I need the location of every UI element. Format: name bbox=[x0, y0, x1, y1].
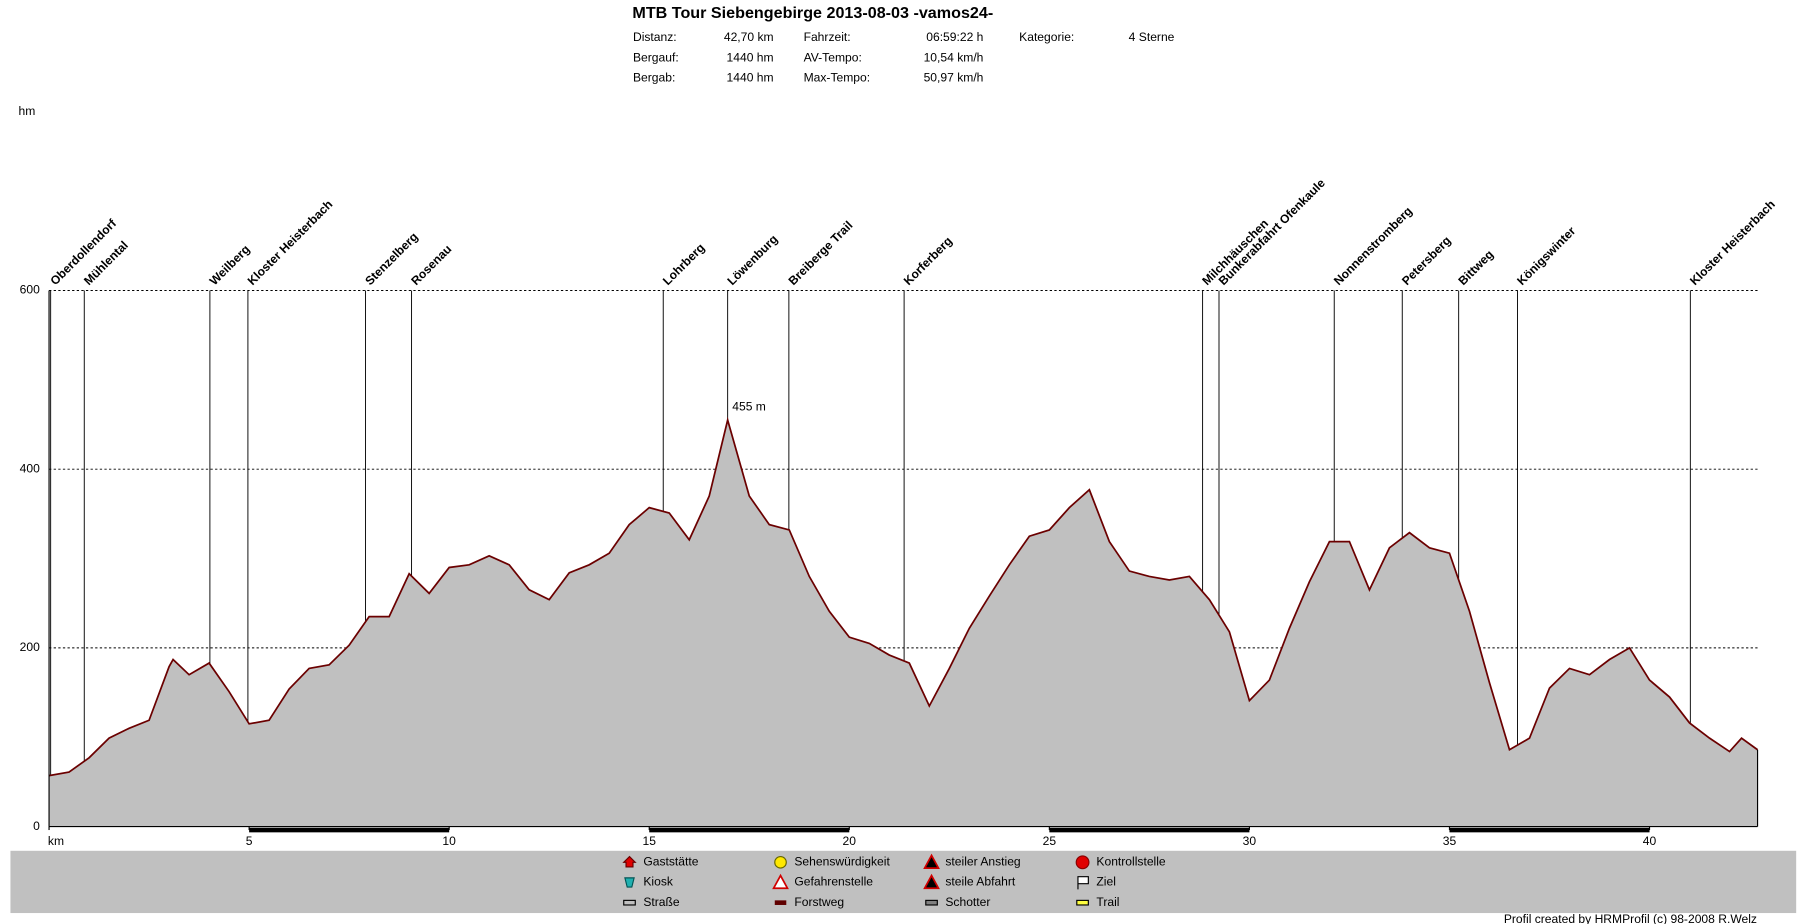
stat-text: 1440 hm bbox=[727, 71, 774, 85]
legend-label: Kontrollstelle bbox=[1096, 855, 1166, 869]
elevation-area bbox=[49, 420, 1758, 827]
x-tick-label: 5 bbox=[246, 834, 253, 848]
legend-icon bbox=[624, 877, 635, 888]
stat-text: Kategorie: bbox=[1019, 30, 1074, 44]
km-band bbox=[249, 827, 450, 833]
waypoint-label: Kloster Heisterbach bbox=[245, 197, 336, 288]
waypoint-label: Königswinter bbox=[1514, 224, 1578, 288]
legend-icon bbox=[623, 899, 636, 906]
waypoint-label: Rosenau bbox=[408, 242, 454, 288]
legend-label: Kiosk bbox=[643, 875, 674, 889]
stat-text: 42,70 km bbox=[724, 30, 774, 44]
waypoint-label: Breiberge Trail bbox=[786, 218, 856, 288]
stat-text: AV-Tempo: bbox=[804, 50, 862, 64]
waypoint-label: Petersberg bbox=[1399, 233, 1454, 288]
x-tick-label: 15 bbox=[643, 834, 657, 848]
stat-text: 10,54 km/h bbox=[924, 50, 984, 64]
stat-text: Distanz: bbox=[633, 30, 677, 44]
legend-label: Gaststätte bbox=[643, 855, 698, 869]
legend-label: Trail bbox=[1096, 895, 1119, 909]
legend-label: Forstweg bbox=[794, 895, 844, 909]
km-band bbox=[1049, 827, 1250, 833]
waypoint-label: Korferberg bbox=[901, 234, 955, 288]
chart-title: MTB Tour Siebengebirge 2013-08-03 -vamos… bbox=[632, 4, 993, 22]
legend-icon bbox=[1075, 855, 1090, 870]
y-tick-label: 200 bbox=[20, 640, 40, 654]
legend-icon bbox=[772, 873, 789, 890]
stat-text: 06:59:22 h bbox=[926, 30, 983, 44]
waypoint-label: Bittweg bbox=[1455, 247, 1496, 288]
peak-label: 455 m bbox=[732, 400, 766, 414]
legend-label: steile Abfahrt bbox=[945, 875, 1016, 889]
y-axis-label: hm bbox=[19, 104, 36, 118]
legend-label: Gefahrenstelle bbox=[794, 875, 873, 889]
stat-text: Bergab: bbox=[633, 71, 675, 85]
x-tick-label: 35 bbox=[1443, 834, 1457, 848]
waypoint-label: Bunkerabfahrt Ofenkaule bbox=[1216, 176, 1328, 288]
y-tick-label: 600 bbox=[20, 283, 40, 297]
legend-icon bbox=[1077, 876, 1089, 890]
km-band bbox=[1449, 827, 1650, 833]
legend-box bbox=[10, 850, 1797, 914]
legend-icon bbox=[925, 899, 938, 906]
legend-label: Ziel bbox=[1096, 875, 1116, 889]
x-tick-label: 25 bbox=[1043, 834, 1057, 848]
footer: Profil created by HRMProfil (c) 98-2008 … bbox=[1504, 912, 1757, 924]
y-tick-label: 400 bbox=[20, 461, 40, 475]
x-tick-label: 10 bbox=[442, 834, 456, 848]
stat-text: Bergauf: bbox=[633, 50, 679, 64]
waypoint-label: Kloster Heisterbach bbox=[1687, 197, 1778, 288]
elevation-line bbox=[48, 416, 1759, 777]
x-tick-label: 30 bbox=[1243, 834, 1257, 848]
legend-icon bbox=[774, 900, 787, 905]
km-band bbox=[649, 827, 850, 833]
stat-text: 50,97 km/h bbox=[924, 71, 984, 85]
legend-label: steiler Anstieg bbox=[945, 855, 1020, 869]
legend-label: Straße bbox=[643, 895, 680, 909]
legend-icon bbox=[622, 855, 637, 868]
x-tick-label: 40 bbox=[1643, 834, 1657, 848]
stat-text: Fahrzeit: bbox=[804, 30, 851, 44]
legend-icon bbox=[1076, 899, 1089, 906]
legend-icon bbox=[923, 853, 940, 869]
legend-icon bbox=[923, 873, 940, 890]
y-tick-label: 0 bbox=[33, 819, 40, 833]
x-tick-label: 20 bbox=[843, 834, 857, 848]
stat-text: Max-Tempo: bbox=[804, 71, 871, 85]
waypoint-label: Weilberg bbox=[207, 242, 253, 288]
legend-label: Sehenswürdigkeit bbox=[794, 855, 890, 869]
legend-icon bbox=[774, 855, 787, 869]
x-tick-label: km bbox=[48, 834, 64, 848]
waypoint-label: Löwenburg bbox=[724, 232, 780, 288]
legend-label: Schotter bbox=[945, 895, 990, 909]
stat-text: 4 Sterne bbox=[1129, 30, 1175, 44]
waypoint-label: Lohrberg bbox=[660, 241, 707, 288]
stat-text: 1440 hm bbox=[727, 50, 774, 64]
